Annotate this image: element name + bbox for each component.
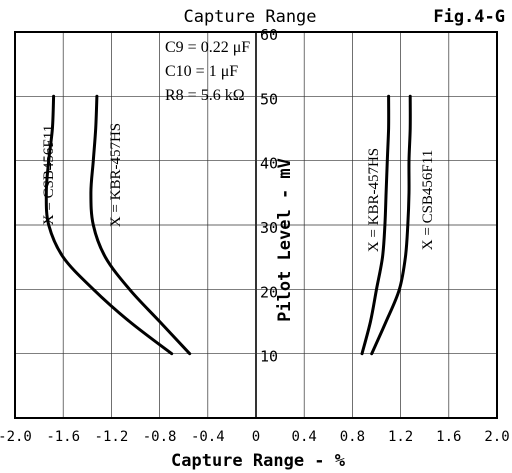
series-group [44,94,412,356]
series-label-csb-left: X = CSB456F11 [41,125,57,225]
series-line-3 [360,94,391,356]
x-tick-label: -1.2 [95,429,129,445]
x-tick-label: 0 [252,429,260,445]
x-tick-label: -1.6 [46,429,80,445]
y-tick-label: 30 [260,219,278,237]
y-tick-label: 20 [260,283,278,301]
x-tick-label: -0.4 [191,429,225,445]
annotation-c10: C10 = 1 μF [165,63,238,80]
y-tick-label: 60 [260,26,278,44]
y-tick-labels: 10 20 30 40 50 60 [260,26,278,366]
x-axis-label: Capture Range - % [171,451,346,471]
chart-title: Capture Range [183,7,316,27]
component-values: C9 = 0.22 μF C10 = 1 μF R8 = 5.6 kΩ [165,39,250,104]
x-tick-label: -0.8 [143,429,177,445]
y-tick-label: 50 [260,90,278,108]
series-label-kbr-right: X = KBR-457HS [366,148,382,252]
series-label-kbr-left: X = KBR-457HS [108,123,124,227]
x-tick-label: 0.8 [340,429,365,445]
series-label-csb-right: X = CSB456F11 [420,150,436,250]
series-line-1 [44,94,174,356]
x-tick-label: -2.0 [0,429,32,445]
x-tick-labels: -2.0 -1.6 -1.2 -0.8 -0.4 0 0.4 0.8 1.2 1.6 2.0 [0,429,510,445]
series-line-4 [370,94,412,356]
series-line-2 [89,94,192,356]
y-tick-label: 10 [260,348,278,366]
figure-label: Fig.4-G [433,7,505,27]
x-tick-label: 1.6 [436,429,461,445]
plot-frame [14,31,498,419]
y-axis-label: Pilot Level - mV [275,158,295,322]
annotation-r8: R8 = 5.6 kΩ [165,87,245,104]
x-tick-label: 0.4 [292,429,317,445]
y-tick-label: 40 [260,155,278,173]
annotation-c9: C9 = 0.22 μF [165,39,250,56]
x-tick-label: 2.0 [484,429,509,445]
x-tick-label: 1.2 [388,429,413,445]
